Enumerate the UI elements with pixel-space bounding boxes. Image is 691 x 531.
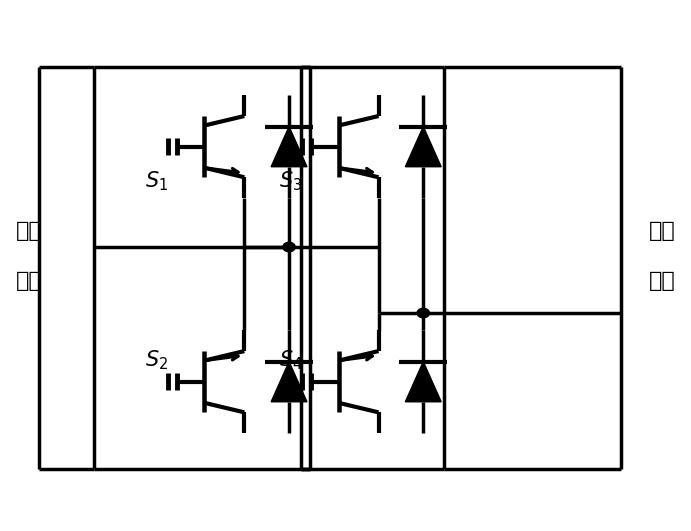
Polygon shape (271, 126, 307, 167)
Text: 端口: 端口 (649, 271, 676, 292)
Text: 端口: 端口 (15, 271, 42, 292)
Text: $S_3$: $S_3$ (278, 169, 302, 193)
Polygon shape (406, 362, 441, 402)
Text: 交流: 交流 (649, 221, 676, 241)
Text: 直流: 直流 (15, 221, 42, 241)
Text: $S_1$: $S_1$ (144, 169, 168, 193)
Polygon shape (406, 126, 441, 167)
Text: $S_4$: $S_4$ (278, 349, 302, 372)
Circle shape (283, 242, 295, 252)
Circle shape (417, 309, 430, 318)
Polygon shape (271, 362, 307, 402)
Text: $S_2$: $S_2$ (144, 349, 168, 372)
